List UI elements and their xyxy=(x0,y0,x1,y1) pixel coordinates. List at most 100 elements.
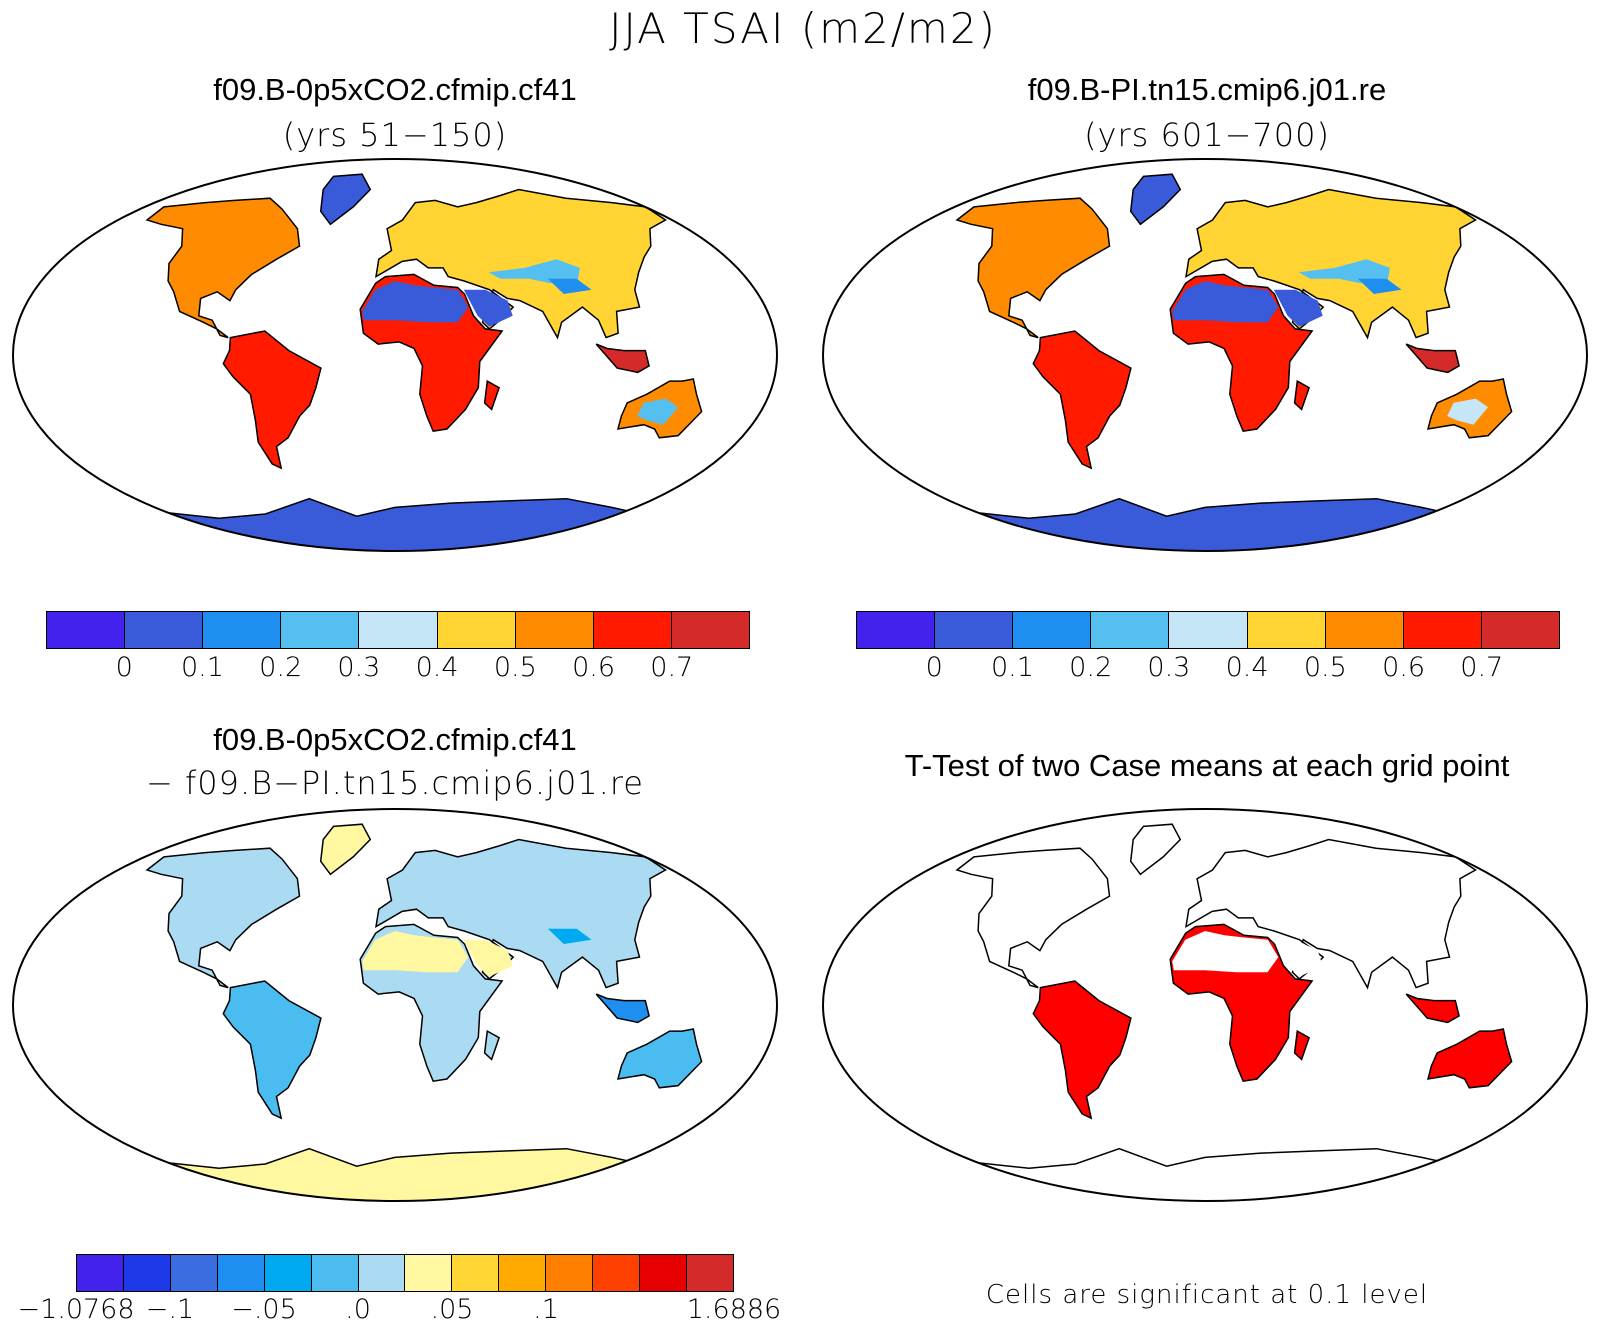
region-tibet xyxy=(547,928,592,944)
region-sahara xyxy=(362,931,469,973)
colorbar-swatch xyxy=(125,612,204,648)
colorbar-swatch xyxy=(1325,612,1404,648)
region-indonesia xyxy=(595,993,650,1024)
region-greenland xyxy=(319,173,372,226)
colorbar-swatch xyxy=(452,1255,500,1291)
colorbar-tick-label: .0 xyxy=(345,1294,371,1325)
region-eurasia xyxy=(375,838,667,990)
colorbar-swatch xyxy=(515,612,594,648)
colorbar-case1-ticks: 0 0.1 0.2 0.3 0.4 0.5 0.6 0.7 xyxy=(46,652,750,688)
region-centralasia xyxy=(488,909,580,934)
region-ausdesert xyxy=(1447,398,1488,425)
colorbar-swatch xyxy=(499,1255,547,1291)
colorbar-tick-label: 0.1 xyxy=(990,652,1034,683)
colorbar-tick-label: 0.3 xyxy=(1147,652,1191,683)
region-samerica xyxy=(1032,330,1132,470)
map-border xyxy=(822,808,1588,1202)
colorbar-tick-label: 0.7 xyxy=(1460,652,1504,683)
colorbar-swatch xyxy=(857,612,936,648)
region-eurasia xyxy=(1185,188,1477,340)
panel3-title: f09.B-0p5xCO2.cfmip.cf41 xyxy=(213,722,577,757)
region-greenland xyxy=(1129,173,1182,226)
region-madagascar xyxy=(483,1029,501,1061)
colorbar-swatch xyxy=(1169,612,1248,648)
region-arabia xyxy=(1273,289,1323,327)
colorbar-swatch xyxy=(1247,612,1326,648)
colorbar-tick-label: 0.2 xyxy=(1069,652,1113,683)
colorbar-swatch xyxy=(437,612,516,648)
region-tibet xyxy=(547,278,592,294)
map-difference xyxy=(12,808,778,1202)
colorbar-swatch xyxy=(217,1255,265,1291)
colorbar-tick-label: 0.4 xyxy=(415,652,459,683)
region-antarctica xyxy=(967,497,1444,551)
region-greenland xyxy=(1129,823,1182,876)
colorbar-swatch xyxy=(1091,612,1170,648)
panel4-title: T-Test of two Case means at each grid po… xyxy=(904,748,1510,783)
colorbar-swatch xyxy=(593,1255,641,1291)
region-ausdesert xyxy=(637,398,678,425)
map-case2 xyxy=(822,158,1588,552)
colorbar-swatch xyxy=(123,1255,171,1291)
map-case1 xyxy=(12,158,778,552)
colorbar-tick-label: 0.1 xyxy=(180,652,224,683)
region-arabia xyxy=(463,939,513,977)
colorbar-swatch xyxy=(640,1255,687,1291)
colorbar-swatch xyxy=(358,1255,406,1291)
colorbar-tick-label: .1 xyxy=(533,1294,559,1325)
colorbar-case1 xyxy=(46,611,750,649)
colorbar-swatch xyxy=(77,1255,124,1291)
panel2-title: f09.B-PI.tn15.cmip6.j01.re xyxy=(1027,72,1387,107)
colorbar-tick-label: 0 xyxy=(115,652,133,683)
region-namerica xyxy=(145,197,301,339)
region-sahara xyxy=(1172,931,1279,973)
colorbar-tick-label: 0.7 xyxy=(650,652,694,683)
colorbar-swatch xyxy=(546,1255,594,1291)
colorbar-swatch xyxy=(264,1255,312,1291)
region-antarctica xyxy=(157,1147,634,1201)
colorbar-swatch xyxy=(170,1255,218,1291)
region-ausdesert xyxy=(637,1048,678,1075)
colorbar-tick-label: 0.5 xyxy=(1303,652,1347,683)
colorbar-tick-label: 0.2 xyxy=(259,652,303,683)
region-antarctica xyxy=(967,1147,1444,1201)
colorbar-tick-label: 0.6 xyxy=(1382,652,1426,683)
region-samerica xyxy=(222,980,322,1120)
colorbar-difference-ticks: −1.0768 −.1 −.05 .0 .05 .1 1.6886 xyxy=(17,1294,781,1326)
colorbar-tick-label: 0.6 xyxy=(572,652,616,683)
region-centralasia xyxy=(488,259,580,284)
colorbar-tick-label: −1.0768 xyxy=(17,1294,135,1325)
panel1-subtitle: (yrs 51−150) xyxy=(282,116,508,154)
colorbar-swatch xyxy=(359,612,438,648)
region-sahara xyxy=(1172,281,1279,323)
panel1-title: f09.B-0p5xCO2.cfmip.cf41 xyxy=(213,72,577,107)
colorbar-case2-ticks: 0 0.1 0.2 0.3 0.4 0.5 0.6 0.7 xyxy=(856,652,1560,688)
region-greenland xyxy=(319,823,372,876)
region-eurasia xyxy=(375,188,667,340)
colorbar-tick-label: 1.6886 xyxy=(686,1294,782,1325)
colorbar-swatch xyxy=(203,612,282,648)
region-centralasia xyxy=(1298,909,1390,934)
region-centralasia xyxy=(1298,259,1390,284)
region-sahara xyxy=(362,281,469,323)
colorbar-tick-label: 0.5 xyxy=(493,652,537,683)
colorbar-tick-label: −.05 xyxy=(231,1294,297,1325)
region-tibet xyxy=(1357,278,1402,294)
region-madagascar xyxy=(1293,1029,1311,1061)
colorbar-swatch xyxy=(1013,612,1092,648)
colorbar-tick-label: −.1 xyxy=(145,1294,195,1325)
colorbar-tick-label: .05 xyxy=(430,1294,474,1325)
colorbar-swatch xyxy=(935,612,1014,648)
colorbar-swatch xyxy=(311,1255,359,1291)
region-eurasia xyxy=(1185,838,1477,990)
region-namerica xyxy=(955,197,1111,339)
colorbar-tick-label: 0.4 xyxy=(1225,652,1269,683)
map-ttest xyxy=(822,808,1588,1202)
colorbar-swatch xyxy=(1403,612,1482,648)
colorbar-difference xyxy=(76,1254,734,1292)
region-antarctica xyxy=(157,497,634,551)
map-border xyxy=(12,158,778,552)
region-indonesia xyxy=(1405,993,1460,1024)
colorbar-swatch xyxy=(47,612,126,648)
region-arabia xyxy=(1273,939,1323,977)
